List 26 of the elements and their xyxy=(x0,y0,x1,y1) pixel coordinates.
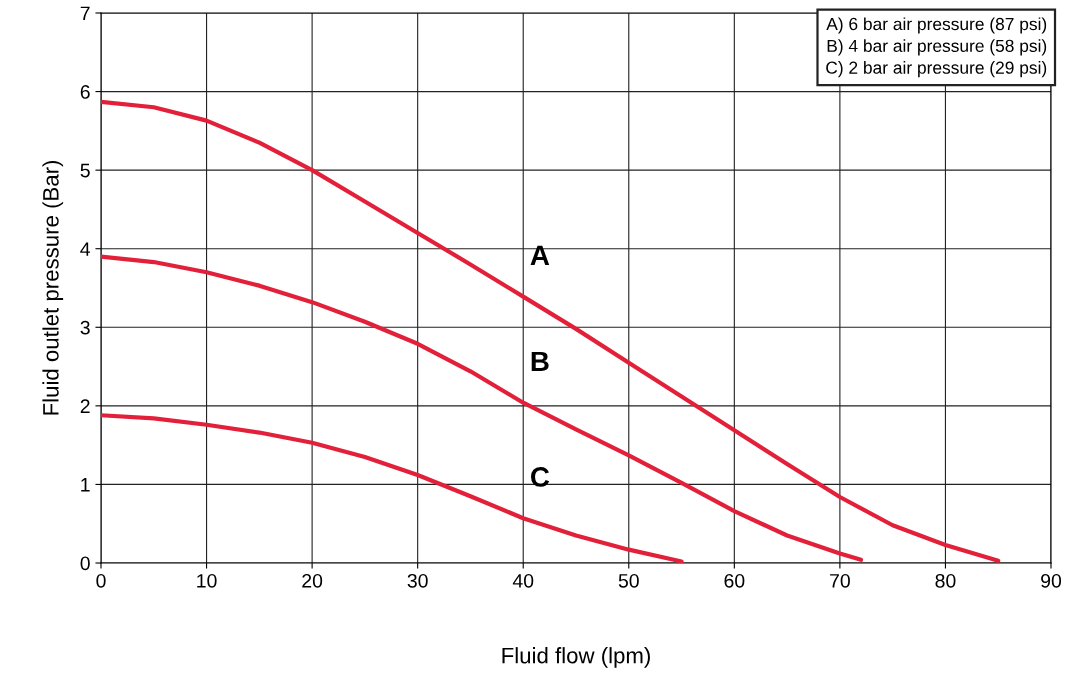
x-tick-label: 70 xyxy=(830,573,850,588)
x-tick-label: 80 xyxy=(935,573,956,588)
annotation: A) 6 bar air pressure (87 psi) B) 4 bar air pressure (58 psi) C) 2 bar air pressure (29 psi) xyxy=(826,17,1047,78)
y-tick-label: 1 xyxy=(81,478,90,492)
x-tick-label: 60 xyxy=(724,573,745,588)
y-tick-label: 4 xyxy=(80,242,91,256)
x-tick-label: 0 xyxy=(96,573,106,588)
x-tick-label: 90 xyxy=(1041,573,1062,588)
y-tick-label: 3 xyxy=(80,320,90,335)
series-label: A xyxy=(530,245,550,265)
x-tick-label: 40 xyxy=(512,573,534,588)
y-tick-label: 5 xyxy=(80,163,90,178)
y-axis-title: Fluid outlet pressure (Bar) xyxy=(42,160,64,415)
line-series xyxy=(101,99,1001,563)
line-series xyxy=(101,413,684,563)
y-tick-label: 6 xyxy=(80,85,90,99)
y-tick-label: 2 xyxy=(80,399,90,413)
series-label: B xyxy=(531,351,549,372)
x-tick-label: 10 xyxy=(197,573,217,588)
x-axis-title: Fluid flow (lpm) xyxy=(502,647,650,668)
x-tick-label: 50 xyxy=(618,573,639,588)
y-tick-label: 7 xyxy=(80,6,90,21)
series-label: C xyxy=(531,467,550,487)
x-tick-label: 20 xyxy=(302,573,323,588)
x-tick-label: 30 xyxy=(407,573,428,588)
y-tick-label: 0 xyxy=(80,556,90,571)
